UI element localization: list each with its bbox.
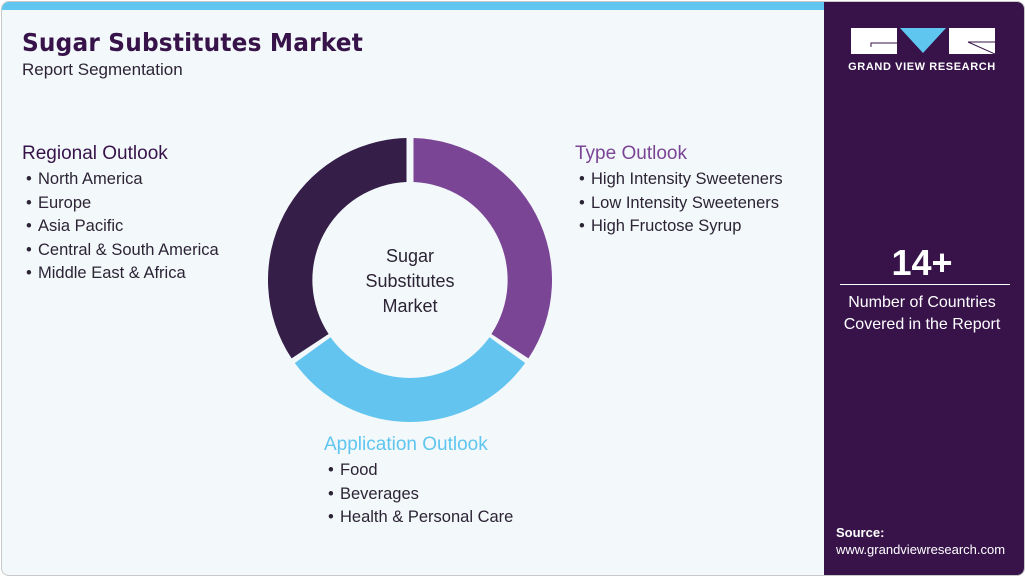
segmentation-donut	[268, 138, 552, 422]
list-item: • Central & South America	[22, 239, 219, 263]
list-item: • Low Intensity Sweeteners	[575, 192, 783, 216]
bullet-icon: •	[26, 193, 32, 212]
top-accent-bar	[2, 2, 824, 10]
regional-outlook-heading: Regional Outlook	[22, 143, 168, 164]
stat-divider	[840, 284, 1010, 285]
countries-stat-label: Number of Countries Covered in the Repor…	[843, 294, 1001, 333]
application-outlook-list: • Food • Beverages • Health & Personal Care	[324, 459, 513, 530]
grand-view-research-logo-icon	[851, 28, 995, 54]
page-subtitle: Report Segmentation	[22, 60, 183, 79]
donut-center-label: Sugar Substitutes Market	[365, 246, 455, 316]
bullet-icon: •	[579, 217, 585, 235]
bullet-icon: •	[328, 484, 334, 503]
list-item: • Health & Personal Care	[324, 506, 513, 530]
list-item: • Asia Pacific	[22, 215, 219, 239]
bullet-icon: •	[26, 217, 32, 235]
list-item: • High Fructose Syrup	[575, 215, 783, 239]
bullet-icon: •	[26, 170, 32, 188]
bullet-icon: •	[26, 240, 32, 259]
donut-segment-regional	[268, 138, 407, 359]
source-label: Source:	[836, 525, 885, 540]
type-outlook-group: Type Outlook • High Intensity Sweeteners …	[575, 143, 783, 239]
list-item: • Europe	[22, 192, 219, 216]
regional-outlook-group: Regional Outlook • North America • Europe …	[22, 143, 219, 286]
donut-segment-application	[294, 337, 526, 422]
list-item: • Beverages	[324, 483, 513, 507]
list-item: • Food	[324, 459, 513, 483]
bullet-icon: •	[328, 461, 334, 479]
bullet-icon: •	[328, 508, 334, 526]
brand-sidebar	[824, 2, 1024, 575]
source-url: www.grandviewresearch.com	[836, 542, 1006, 557]
bullet-icon: •	[579, 170, 585, 188]
list-item: • Middle East & Africa	[22, 262, 219, 286]
list-item: • High Intensity Sweeteners	[575, 168, 783, 192]
application-outlook-group: Application Outlook • Food • Beverages • He…	[324, 434, 513, 530]
bullet-icon: •	[579, 193, 585, 212]
regional-outlook-list: • North America • Europe • Asia Pacific • Ce…	[22, 168, 219, 286]
type-outlook-heading: Type Outlook	[575, 143, 687, 164]
bullet-icon: •	[26, 264, 32, 282]
countries-stat-number: 14+	[891, 242, 953, 283]
application-outlook-heading: Application Outlook	[324, 434, 488, 455]
type-outlook-list: • High Intensity Sweeteners • Low Intensit…	[575, 168, 783, 239]
donut-segment-type	[413, 138, 552, 359]
logo-text: GRAND VIEW RESEARCH	[848, 61, 996, 73]
list-item: • North America	[22, 168, 219, 192]
page-title: Sugar Substitutes Market	[22, 28, 364, 57]
